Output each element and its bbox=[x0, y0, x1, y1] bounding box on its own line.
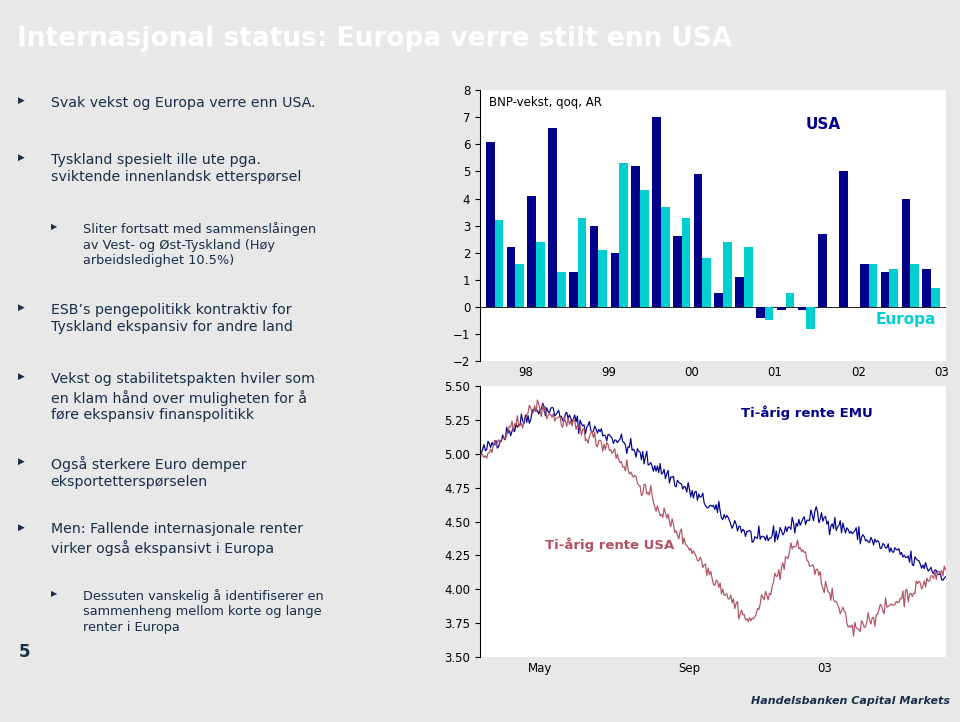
Bar bbox=[652, 118, 660, 307]
Bar bbox=[598, 250, 608, 307]
Bar bbox=[756, 307, 765, 318]
Text: Ti-årig rente EMU: Ti-årig rente EMU bbox=[741, 405, 873, 419]
Bar bbox=[527, 196, 536, 307]
Text: Tyskland spesielt ille ute pga.
sviktende innenlandsk etterspørsel: Tyskland spesielt ille ute pga. sviktend… bbox=[51, 153, 301, 184]
Text: ▶: ▶ bbox=[51, 222, 57, 231]
Text: ESB’s pengepolitikk kontraktiv for
Tyskland ekspansiv for andre land: ESB’s pengepolitikk kontraktiv for Tyskl… bbox=[51, 303, 293, 334]
Bar bbox=[632, 166, 640, 307]
Text: ▶: ▶ bbox=[18, 303, 25, 312]
Bar bbox=[923, 269, 931, 307]
Bar bbox=[536, 242, 545, 307]
Bar bbox=[578, 217, 587, 307]
Text: ▶: ▶ bbox=[18, 373, 25, 381]
Bar bbox=[901, 199, 910, 307]
Text: Dessuten vanskelig å identifiserer en
sammenheng mellom korte og lange
renter i : Dessuten vanskelig å identifiserer en sa… bbox=[83, 588, 324, 633]
Bar bbox=[589, 225, 598, 307]
Text: Handelsbanken Capital Markets: Handelsbanken Capital Markets bbox=[752, 696, 950, 706]
Bar bbox=[860, 264, 869, 307]
Bar bbox=[869, 264, 877, 307]
Bar bbox=[494, 220, 503, 307]
Bar bbox=[735, 277, 744, 307]
Bar bbox=[516, 264, 524, 307]
Text: Europa: Europa bbox=[876, 312, 936, 327]
Bar bbox=[714, 293, 723, 307]
Bar bbox=[910, 264, 919, 307]
Text: Vekst og stabilitetspakten hviler som
en klam hånd over muligheten for å
føre ek: Vekst og stabilitetspakten hviler som en… bbox=[51, 373, 315, 422]
Bar bbox=[744, 247, 753, 307]
Text: Sliter fortsatt med sammenslåingen
av Vest- og Øst-Tyskland (Høy
arbeidsledighet: Sliter fortsatt med sammenslåingen av Ve… bbox=[83, 222, 316, 267]
Bar bbox=[673, 237, 682, 307]
Text: Svak vekst og Europa verre enn USA.: Svak vekst og Europa verre enn USA. bbox=[51, 96, 315, 110]
Bar bbox=[486, 142, 494, 307]
Bar bbox=[890, 269, 899, 307]
Text: ▶: ▶ bbox=[18, 96, 25, 105]
Text: Også sterkere Euro demper
eksportetterspørselen: Også sterkere Euro demper eksportettersp… bbox=[51, 456, 247, 489]
Bar bbox=[931, 288, 940, 307]
Text: ▶: ▶ bbox=[18, 153, 25, 162]
Bar bbox=[765, 307, 774, 321]
Bar bbox=[619, 163, 628, 307]
Bar bbox=[557, 271, 565, 307]
Text: Internasjonal status: Europa verre stilt enn USA: Internasjonal status: Europa verre stilt… bbox=[17, 26, 732, 52]
Text: BNP-vekst, qoq, AR: BNP-vekst, qoq, AR bbox=[490, 95, 602, 109]
Bar bbox=[507, 247, 516, 307]
Bar bbox=[785, 293, 794, 307]
Text: ▶: ▶ bbox=[18, 523, 25, 531]
Bar bbox=[611, 253, 619, 307]
Text: Men: Fallende internasjonale renter
virker også ekspansivt i Europa: Men: Fallende internasjonale renter virk… bbox=[51, 523, 302, 556]
Text: 5: 5 bbox=[18, 643, 30, 661]
Bar bbox=[703, 258, 711, 307]
Bar bbox=[798, 307, 806, 310]
Bar bbox=[839, 172, 848, 307]
Bar bbox=[880, 271, 890, 307]
Bar bbox=[660, 206, 669, 307]
Bar bbox=[694, 174, 703, 307]
Bar bbox=[818, 234, 828, 307]
Text: Ti-årig rente USA: Ti-årig rente USA bbox=[545, 538, 675, 552]
Text: ▶: ▶ bbox=[18, 456, 25, 466]
Text: USA: USA bbox=[806, 118, 841, 132]
Bar bbox=[682, 217, 690, 307]
Bar bbox=[548, 129, 557, 307]
Bar bbox=[806, 307, 815, 329]
Bar bbox=[723, 242, 732, 307]
Bar bbox=[640, 191, 649, 307]
Bar bbox=[777, 307, 785, 310]
Bar bbox=[569, 271, 578, 307]
Text: ▶: ▶ bbox=[51, 588, 57, 598]
